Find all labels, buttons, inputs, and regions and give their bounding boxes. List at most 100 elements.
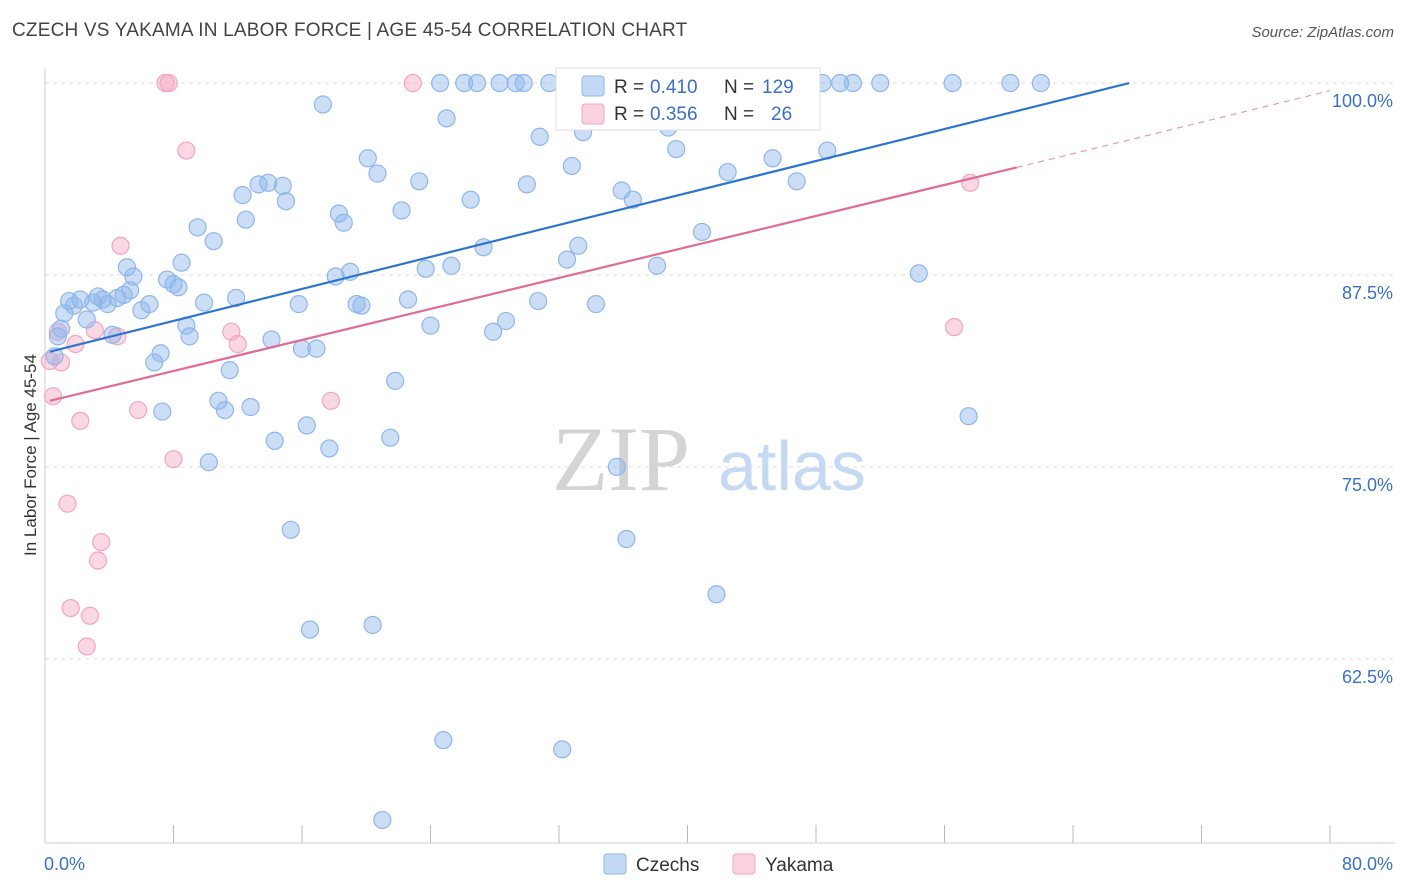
x-tick-labels: 0.0% 80.0% [44, 854, 1393, 874]
czechs-point [172, 253, 191, 272]
czechs-point [233, 186, 252, 205]
czechs-point [265, 431, 284, 450]
czechs-point [289, 295, 308, 314]
czechs-point [557, 250, 577, 269]
y-tick-label: 62.5% [1342, 667, 1393, 687]
czechs-point [530, 127, 549, 146]
czechs-point [517, 175, 536, 194]
czechs-point [199, 453, 218, 472]
czechs-point [307, 339, 326, 358]
chart-title: CZECH VS YAKAMA IN LABOR FORCE | AGE 45-… [12, 20, 688, 41]
czechs-point [121, 281, 140, 300]
czechs-point [959, 407, 978, 426]
yakama-point [92, 532, 111, 552]
czechs-stat-swatch [581, 75, 605, 97]
czechs-point [281, 520, 300, 539]
legend-czechs-label: Czechs [636, 855, 699, 876]
czechs-point [117, 258, 137, 277]
czechs-point [51, 319, 71, 338]
series-legend: Czechs Yakama [603, 853, 834, 876]
czechs-point [373, 810, 392, 830]
y-tick-labels: 100.0% 87.5% 75.0% 62.5% [1332, 91, 1393, 687]
yakama-point [77, 637, 96, 656]
yakama-point [159, 73, 178, 93]
y-axis-title: In Labor Force | Age 45-54 [21, 354, 40, 556]
yakama-point [88, 551, 108, 570]
czechs-point [164, 275, 183, 294]
czechs-point [151, 344, 170, 363]
czechs-point [514, 73, 533, 93]
czechs-point [334, 213, 353, 232]
czechs-point [431, 73, 450, 93]
czechs-point [461, 190, 480, 209]
y-tick-label: 75.0% [1342, 475, 1393, 495]
czechs-point [490, 73, 509, 93]
czechs-point [320, 439, 339, 458]
yakama-trend-line [49, 166, 1018, 402]
czechs-point [943, 73, 962, 93]
czechs-point [297, 416, 316, 435]
czechs-point [496, 311, 516, 331]
czechs-point [667, 139, 686, 159]
czechs-point [188, 218, 207, 237]
czechs-point [98, 295, 117, 314]
czechs-point [692, 222, 712, 242]
legend-yakama-label: Yakama [765, 855, 834, 876]
yakama-point [177, 141, 196, 160]
czechs-point [830, 73, 850, 93]
czechs-point [484, 322, 503, 341]
czechs-point [909, 264, 928, 283]
czechs-point [140, 295, 159, 314]
yakama-point [945, 318, 964, 337]
czechs-point [352, 296, 371, 315]
czechs-point [236, 210, 255, 229]
czechs-point [455, 73, 474, 93]
czechs-point [358, 149, 377, 168]
czechs-point [562, 156, 581, 176]
yakama-r-value: 0.356 [650, 104, 698, 125]
czechs-point [363, 615, 382, 635]
czechs-point [381, 428, 400, 447]
czechs-point [617, 529, 636, 549]
yakama-point [164, 450, 183, 469]
yakama-point [48, 322, 67, 341]
czechs-point [623, 190, 642, 209]
yakama-point [43, 387, 63, 406]
yakama-point [80, 606, 100, 625]
stats-legend: R = 0.410 N = 129 R = 0.356 N = 26 [555, 67, 821, 131]
czechs-point [215, 400, 234, 420]
czechs-point [434, 731, 453, 750]
czechs-point [300, 620, 320, 639]
czechs-point [276, 192, 296, 211]
czechs-point [386, 371, 405, 390]
czechs-point [540, 73, 559, 93]
yakama-n-value: 26 [771, 104, 792, 125]
czechs-point [392, 201, 411, 220]
czechs-point [1001, 73, 1020, 93]
czechs-n-label: N = [724, 77, 754, 98]
czechs-point [169, 278, 188, 297]
czechs-point [124, 267, 143, 286]
yakama-point [71, 411, 90, 430]
czechs-points [45, 73, 1050, 830]
czechs-point [180, 327, 199, 346]
watermark: ZIP atlas [552, 408, 866, 510]
czechs-point [569, 236, 588, 255]
x-tick-label: 80.0% [1342, 854, 1393, 874]
czechs-point [227, 288, 246, 308]
watermark-atlas: atlas [718, 427, 866, 505]
czechs-point [220, 361, 239, 380]
czechs-point [145, 353, 164, 372]
czechs-point [410, 172, 429, 191]
yakama-point [111, 236, 130, 255]
czechs-point [437, 109, 456, 128]
legend-czechs-swatch [603, 853, 627, 875]
yakama-points [40, 73, 980, 656]
czechs-point [707, 585, 726, 604]
trend-lines [49, 81, 1331, 402]
czechs-point [77, 310, 96, 329]
czechs-point [718, 162, 737, 182]
czechs-point [467, 73, 487, 93]
czechs-point [329, 204, 349, 223]
